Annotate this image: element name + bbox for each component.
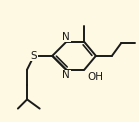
Text: N: N (62, 31, 70, 41)
Text: S: S (31, 51, 37, 61)
Text: N: N (62, 70, 70, 80)
Text: OH: OH (87, 72, 103, 82)
